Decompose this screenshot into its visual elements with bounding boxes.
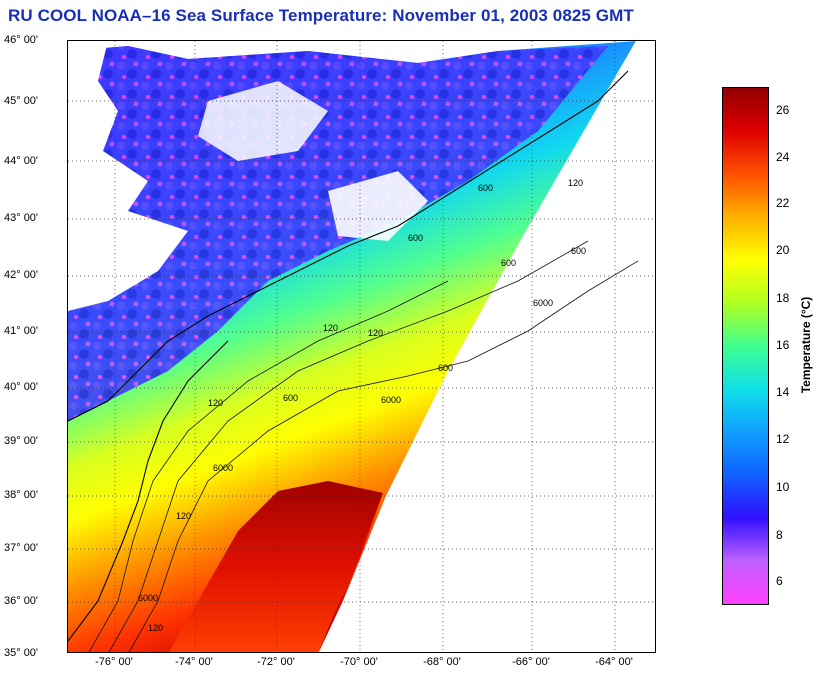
colorbar-tick-6: 6 [776,574,783,588]
contour-label: 600 [501,258,516,268]
lat-label-46: 46° 00' [4,34,39,46]
contour-label: 600 [438,363,453,373]
contour-label: 120 [568,178,583,188]
lat-label-42: 42° 00' [4,269,39,281]
sst-map-canvas: 600 600 600 600 600 600 6000 6000 6000 6… [68,41,655,652]
coastline [68,70,629,422]
colorbar-tick-24: 24 [776,150,790,164]
map-title: RU COOL NOAA–16 Sea Surface Temperature:… [8,6,634,25]
land-area-interior [198,81,328,161]
lat-label-45: 45° 00' [4,95,39,107]
lon-label-70: -70° 00' [340,656,378,668]
contour-label: 600 [283,393,298,403]
colorbar-label: Temperature (°C) [799,296,813,394]
contour-label: 120 [176,511,191,521]
contour-label: 120 [368,328,383,338]
lat-label-35: 35° 00' [4,647,39,659]
contour-label: 120 [208,398,223,408]
lon-label-74: -74° 00' [175,656,213,668]
contour-label: 600 [571,246,586,256]
lat-label-40: 40° 00' [4,381,39,393]
lon-label-76: -76° 00' [95,656,133,668]
land-area-north [68,41,188,311]
colorbar-tick-18: 18 [776,291,790,305]
temperature-colorbar [722,87,769,605]
lat-label-39: 39° 00' [4,435,39,447]
bathymetry-120 [88,280,449,652]
lat-label-37: 37° 00' [4,542,39,554]
contour-label: 6000 [138,593,158,603]
lat-label-36: 36° 00' [4,595,39,607]
colorbar-tick-12: 12 [776,432,790,446]
contour-label: 6000 [381,395,401,405]
bathymetry-600 [108,240,589,652]
colorbar-tick-8: 8 [776,528,783,542]
lon-label-72: -72° 00' [257,656,295,668]
contour-labels: 600 600 600 600 600 600 6000 6000 6000 6… [138,178,586,633]
contour-label: 600 [408,233,423,243]
colorbar-tick-10: 10 [776,480,790,494]
lat-label-38: 38° 00' [4,489,39,501]
coastline-south [68,340,229,642]
lon-label-64: -64° 00' [595,656,633,668]
contour-label: 120 [323,323,338,333]
sst-map: 600 600 600 600 600 600 6000 6000 6000 6… [67,40,656,653]
colorbar-tick-14: 14 [776,385,790,399]
gulf-stream-warm-core [169,481,383,652]
bathymetry-6000 [128,260,639,652]
colorbar-tick-22: 22 [776,196,790,210]
colorbar-tick-16: 16 [776,338,790,352]
contour-label: 600 [478,183,493,193]
contour-label: 6000 [213,463,233,473]
no-data-region [318,41,655,652]
lon-label-66: -66° 00' [512,656,550,668]
colorbar-tick-20: 20 [776,243,790,257]
lat-label-41: 41° 00' [4,325,39,337]
contour-label: 120 [148,623,163,633]
lat-label-44: 44° 00' [4,155,39,167]
contour-label: 6000 [533,298,553,308]
lon-label-68: -68° 00' [423,656,461,668]
lat-label-43: 43° 00' [4,212,39,224]
colorbar-tick-26: 26 [776,103,790,117]
